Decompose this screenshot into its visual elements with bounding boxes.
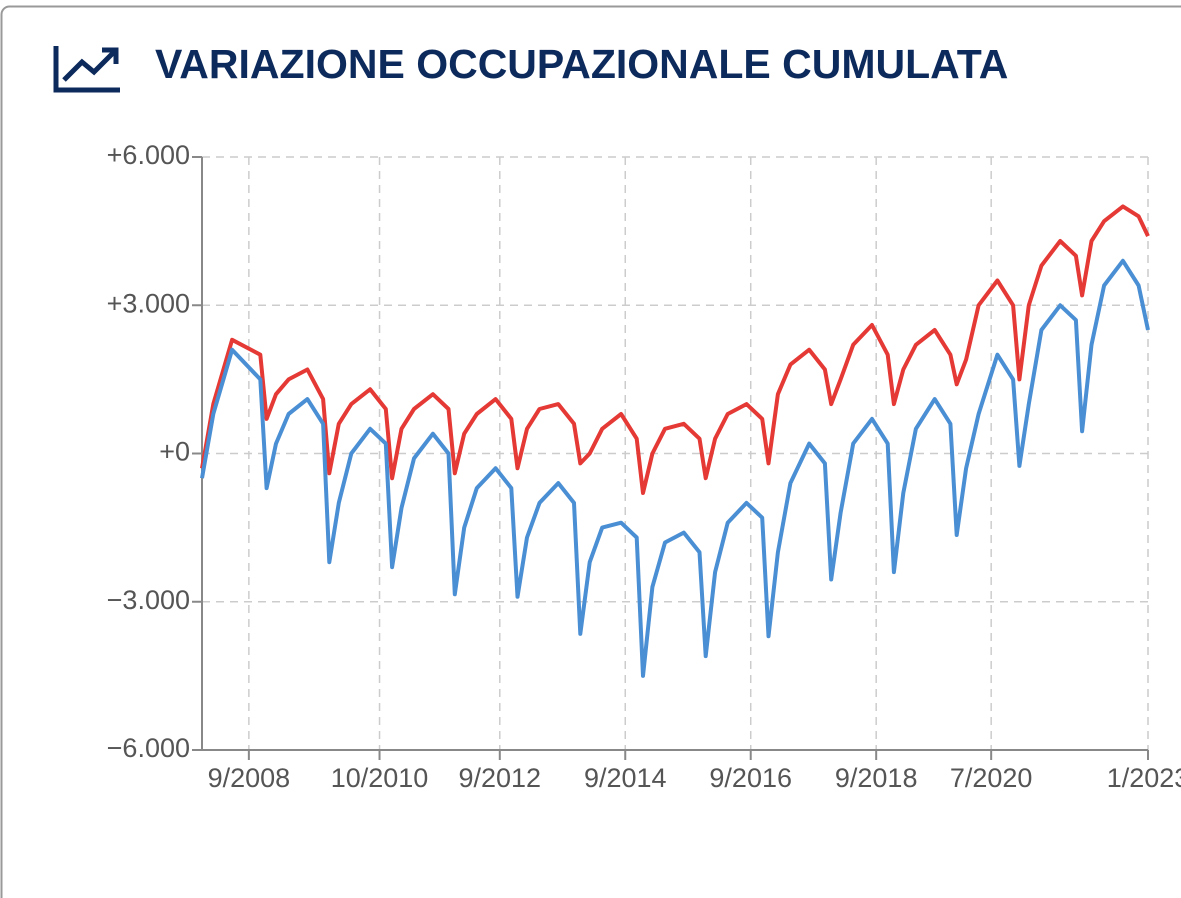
y-tick-label: +3.000 [107, 288, 190, 318]
x-tick-label: 9/2014 [584, 763, 667, 793]
x-tick-label: 7/2020 [950, 763, 1033, 793]
x-tick-label: 9/2008 [208, 763, 291, 793]
chart-title: VARIAZIONE OCCUPAZIONALE CUMULATA [155, 41, 1008, 87]
x-tick-label: 9/2016 [709, 763, 792, 793]
y-tick-label: +0 [159, 437, 190, 467]
x-tick-label: 10/2010 [331, 763, 429, 793]
x-tick-label: 1/2023 [1107, 763, 1181, 793]
chart-icon [53, 46, 120, 93]
y-tick-label: −6.000 [107, 733, 190, 763]
y-tick-label: +6.000 [107, 140, 190, 170]
x-tick-label: 9/2012 [458, 763, 541, 793]
x-tick-label: 9/2018 [835, 763, 918, 793]
line [200, 258, 1150, 678]
line [200, 204, 1150, 495]
y-tick-label: −3.000 [107, 585, 190, 615]
